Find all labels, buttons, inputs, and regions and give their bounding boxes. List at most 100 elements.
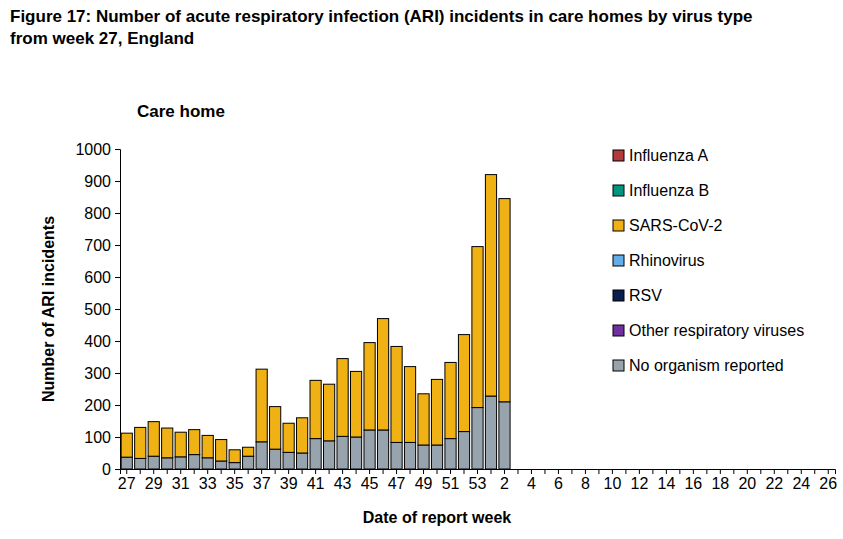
legend-label: Rhinovirus	[629, 252, 705, 269]
bar	[350, 371, 361, 437]
x-tick-mark	[774, 469, 775, 474]
legend-label: Influenza B	[629, 182, 709, 199]
legend-swatch	[613, 220, 624, 231]
x-tick	[787, 469, 788, 474]
x-tick: 8	[581, 469, 590, 492]
x-tick: 47	[388, 469, 406, 492]
x-tick-mark	[814, 469, 815, 474]
x-tick: 39	[280, 469, 298, 492]
x-tick: 20	[738, 469, 756, 492]
bar	[135, 458, 146, 469]
x-tick: 16	[684, 469, 702, 492]
x-tick-mark	[396, 469, 397, 474]
bar	[121, 433, 132, 457]
y-axis-line	[115, 150, 121, 470]
y-tick-label: 0	[102, 461, 111, 478]
x-tick: 37	[253, 469, 271, 492]
x-tick-mark	[437, 469, 438, 474]
bar	[391, 346, 402, 347]
bar	[445, 362, 456, 438]
x-tick	[383, 469, 384, 474]
y-tick-mark	[115, 469, 120, 470]
bar	[485, 174, 496, 175]
x-tick-mark	[531, 469, 532, 474]
bar	[256, 442, 267, 469]
bar	[310, 380, 321, 438]
bar	[216, 439, 227, 440]
x-tick-mark	[369, 469, 370, 474]
bar	[270, 406, 281, 407]
bar	[121, 457, 132, 469]
bar	[445, 439, 456, 469]
bar	[418, 393, 429, 394]
y-tick-label: 800	[84, 205, 111, 222]
legend-swatch	[613, 185, 624, 196]
x-tick	[598, 469, 599, 474]
x-tick	[679, 469, 680, 474]
bar	[229, 449, 240, 450]
x-tick-mark	[828, 469, 829, 474]
bar	[337, 359, 348, 437]
x-tick-mark	[720, 469, 721, 474]
x-tick-mark	[652, 469, 653, 474]
y-tick-mark	[115, 245, 120, 246]
legend-swatch	[613, 360, 624, 371]
x-tick-label: 6	[554, 475, 563, 492]
x-tick-mark	[801, 469, 802, 474]
legend-item: Influenza A	[613, 147, 709, 164]
x-tick: 53	[469, 469, 487, 492]
bars	[121, 175, 510, 469]
legend-swatch	[613, 150, 624, 161]
x-tick-mark	[194, 469, 195, 474]
x-tick: 45	[361, 469, 379, 492]
bar	[148, 421, 159, 422]
bar	[175, 432, 186, 433]
x-tick: 14	[657, 469, 675, 492]
x-tick-mark	[598, 469, 599, 474]
x-tick-label: 37	[253, 475, 271, 492]
y-tick: 500	[84, 301, 120, 318]
x-tick: 22	[765, 469, 783, 492]
x-tick-label: 33	[199, 475, 217, 492]
bar	[256, 369, 267, 370]
x-tick-mark	[706, 469, 707, 474]
bar	[337, 358, 348, 359]
x-tick-label: 26	[819, 475, 837, 492]
subtitle: Care home	[137, 102, 225, 121]
x-tick: 18	[711, 469, 729, 492]
x-tick-label: 29	[145, 475, 163, 492]
bar	[297, 453, 308, 469]
bar	[499, 198, 510, 199]
x-tick-mark	[248, 469, 249, 474]
x-tick-mark	[558, 469, 559, 474]
bar	[189, 429, 200, 430]
x-tick-mark	[625, 469, 626, 474]
x-tick	[544, 469, 545, 474]
y-tick-label: 400	[84, 333, 111, 350]
bar	[377, 319, 388, 430]
bar	[377, 318, 388, 319]
bar	[202, 435, 213, 436]
bar	[310, 380, 321, 381]
bar	[458, 334, 469, 335]
bar	[148, 422, 159, 457]
x-tick-mark	[356, 469, 357, 474]
bar	[324, 441, 335, 469]
x-tick: 35	[226, 469, 244, 492]
x-tick: 4	[527, 469, 536, 492]
x-tick	[221, 469, 222, 474]
x-tick	[302, 469, 303, 474]
y-tick-mark	[115, 437, 120, 438]
bar	[458, 432, 469, 469]
x-tick-label: 18	[711, 475, 729, 492]
legend-item: Rhinovirus	[613, 252, 705, 269]
x-tick-mark	[261, 469, 262, 474]
bar	[243, 456, 254, 469]
x-tick	[625, 469, 626, 474]
bar	[270, 406, 281, 407]
x-tick-mark	[693, 469, 694, 474]
bar	[162, 458, 173, 469]
legend-item: SARS-CoV-2	[613, 217, 722, 234]
bar	[445, 362, 456, 363]
x-tick-mark	[517, 469, 518, 474]
